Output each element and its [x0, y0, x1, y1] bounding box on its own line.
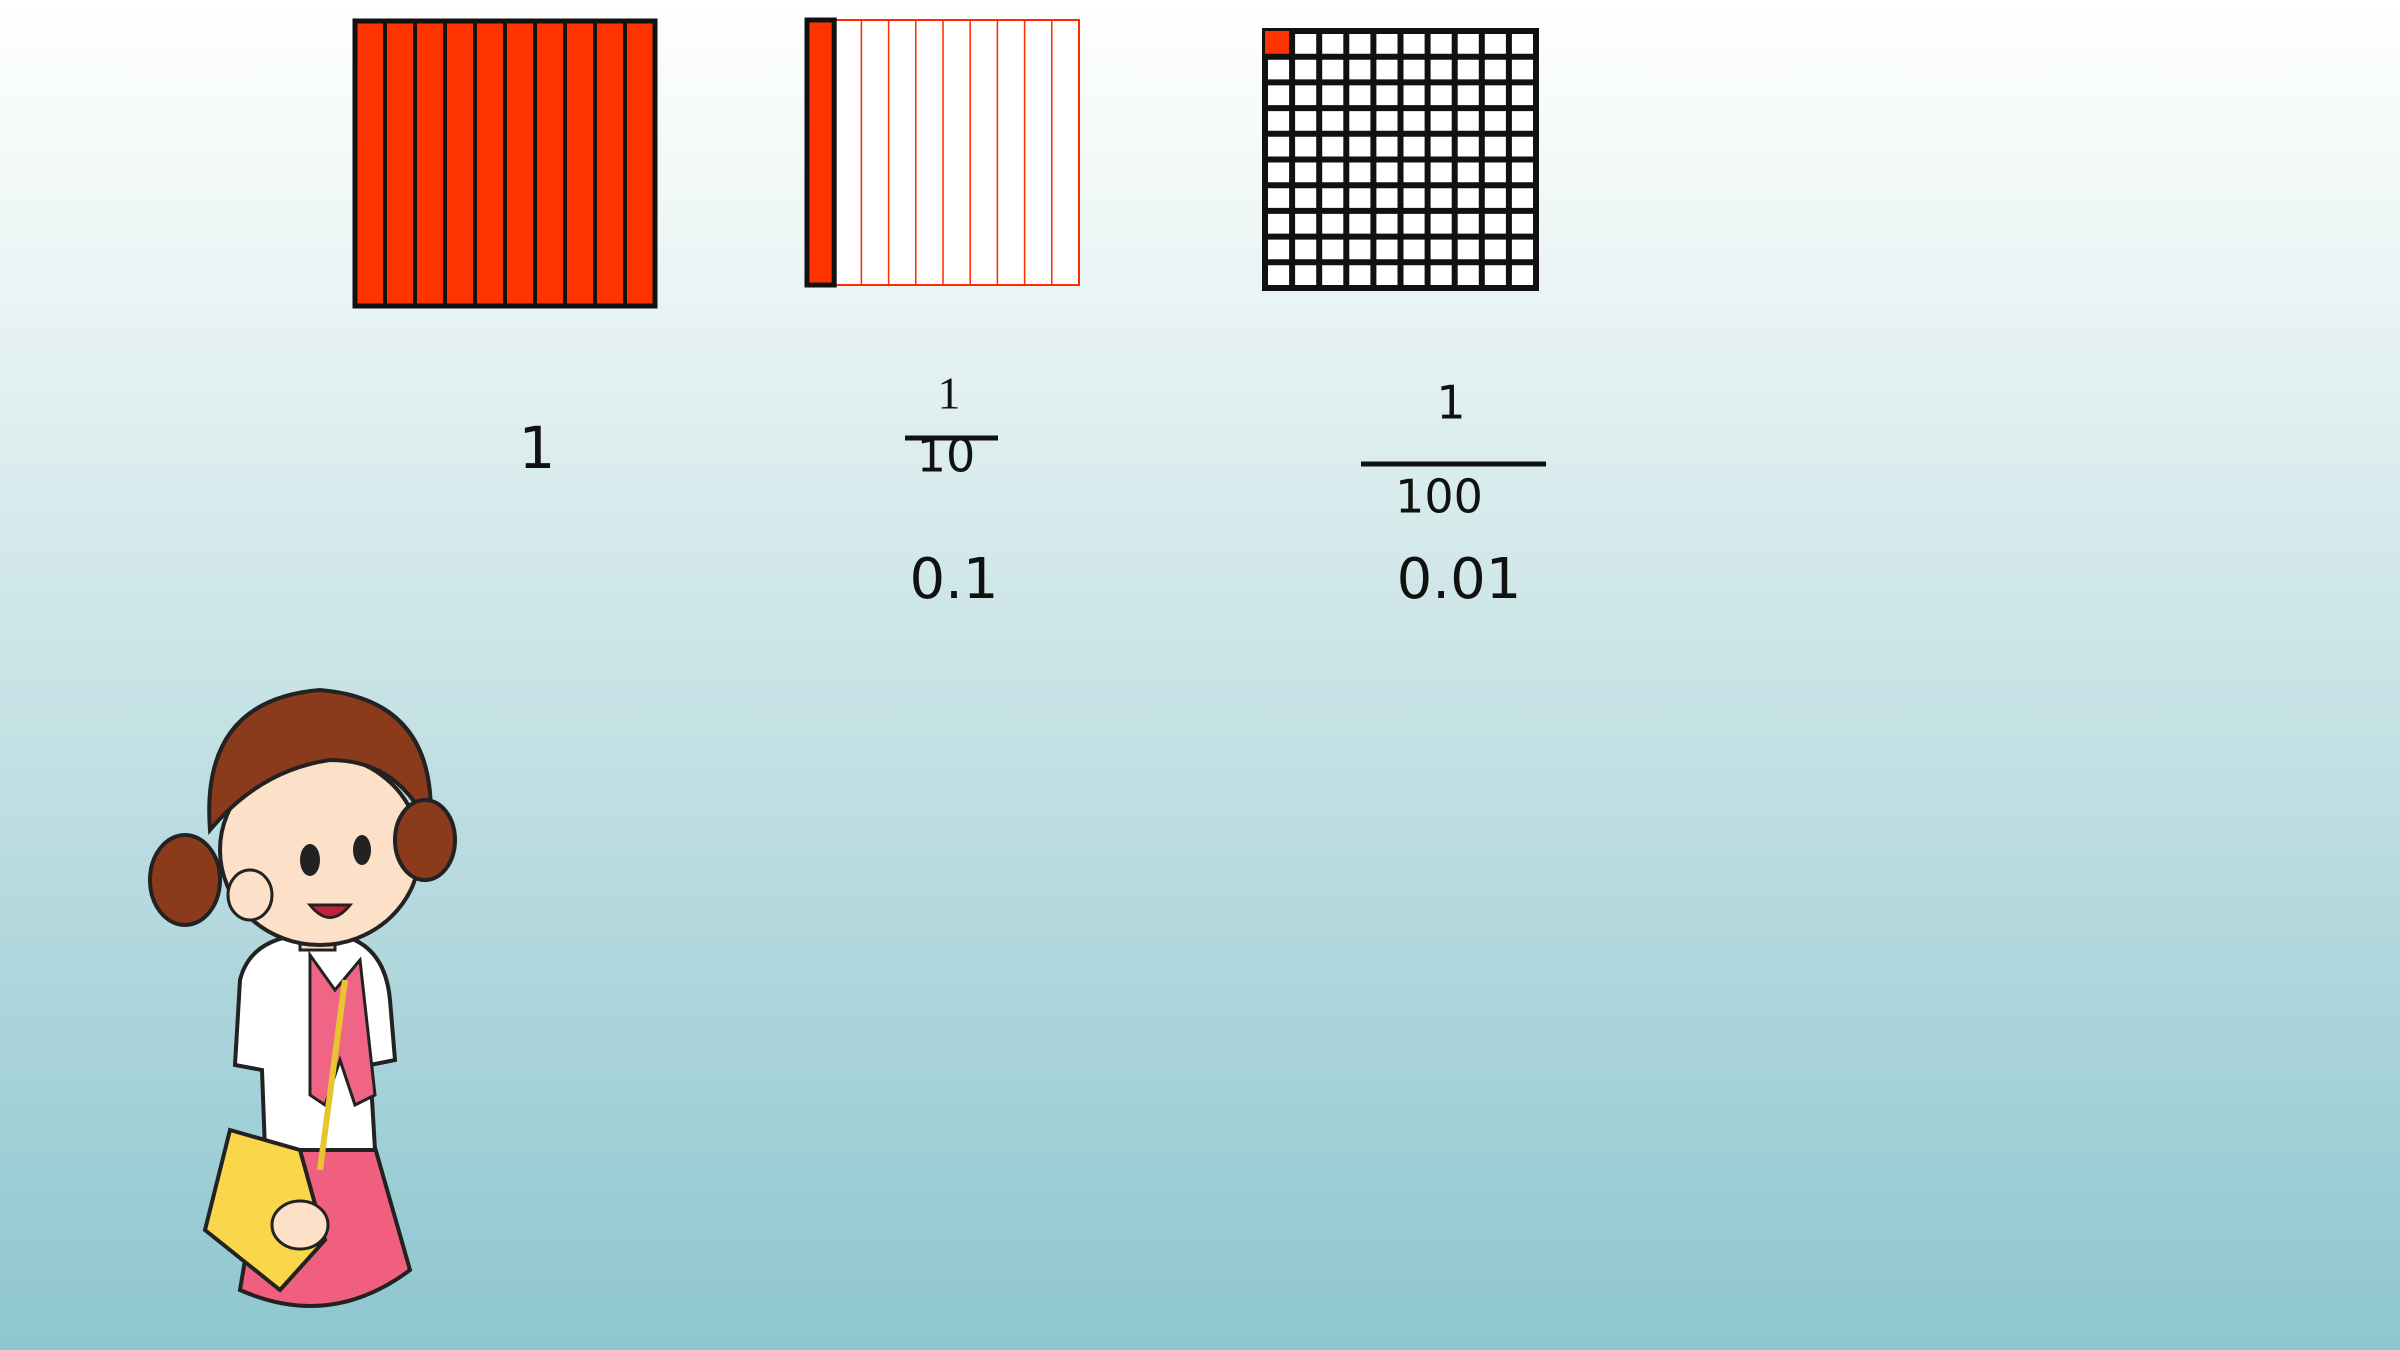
- numerator: 1: [1436, 376, 1465, 430]
- shaded-tenth: [804, 17, 837, 288]
- decimal: 0.01: [1397, 547, 1522, 612]
- denominator: 10: [917, 429, 976, 483]
- decimal: 0.1: [909, 547, 998, 612]
- whole-label: 1: [519, 414, 556, 482]
- shapes: [352, 17, 1539, 309]
- girl-illustration: [148, 687, 457, 1308]
- numerator: 1: [938, 368, 961, 419]
- denominator: 100: [1395, 470, 1483, 524]
- shaded-hundredth: [1265, 31, 1293, 57]
